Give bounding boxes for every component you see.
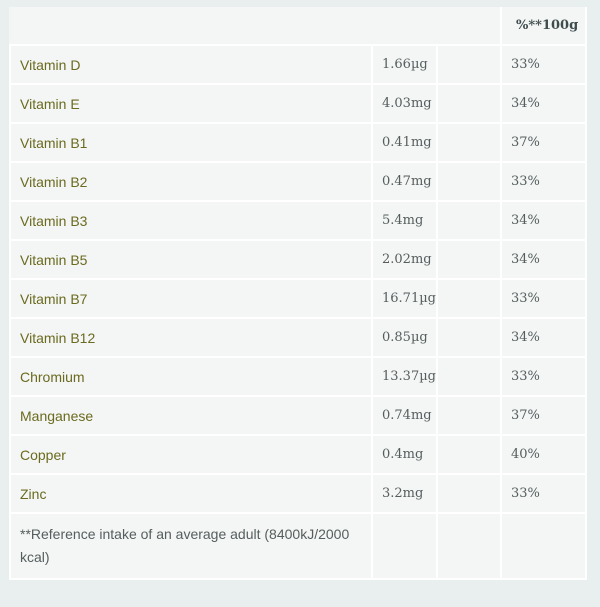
nutrient-pct: 33% [500,278,587,319]
blank-cell [436,395,502,436]
footnote-row: **Reference intake of an average adult (… [9,512,587,580]
blank-cell [436,44,502,85]
nutrient-pct: 33% [500,356,587,397]
nutrient-name: Chromium [9,356,373,397]
nutrient-amount: 0.41mg [371,122,438,163]
header-blank-cell [437,7,501,46]
blank-cell [500,512,587,580]
table-row: Vitamin B2 0.47mg 33% [9,161,587,202]
nutrient-name: Vitamin E [9,83,373,124]
nutrient-amount: 1.66µg [371,44,438,85]
nutrient-amount: 3.2mg [371,473,438,514]
nutrient-name: Copper [9,434,373,475]
table-row: Vitamin B3 5.4mg 34% [9,200,587,241]
blank-cell [436,239,502,280]
table-row: Vitamin B7 16.71µg 33% [9,278,587,319]
nutrient-name: Vitamin D [9,44,373,85]
nutrient-amount: 13.37µg [371,356,438,397]
table-row: Copper 0.4mg 40% [9,434,587,475]
table-row: Vitamin E 4.03mg 34% [9,83,587,124]
nutrient-name: Manganese [9,395,373,436]
nutrient-name: Vitamin B2 [9,161,373,202]
nutrient-name: Vitamin B12 [9,317,373,358]
blank-cell [436,512,502,580]
blank-cell [436,278,502,319]
blank-cell [436,356,502,397]
nutrient-pct: 33% [500,44,587,85]
blank-cell [436,434,502,475]
nutrient-pct: 33% [500,161,587,202]
nutrient-amount: 0.47mg [371,161,438,202]
nutrient-amount: 16.71µg [371,278,438,319]
nutrient-amount: 0.4mg [371,434,438,475]
blank-cell [436,161,502,202]
nutrient-name: Vitamin B7 [9,278,373,319]
blank-cell [436,317,502,358]
footnote-text: **Reference intake of an average adult (… [9,512,373,580]
nutrition-table: %**100g Vitamin D 1.66µg 33% Vitamin E 4… [9,7,587,580]
table-row: Zinc 3.2mg 33% [9,473,587,514]
nutrient-pct: 34% [500,239,587,280]
table-row: Manganese 0.74mg 37% [9,395,587,436]
table-row: Vitamin B1 0.41mg 37% [9,122,587,163]
table-row: Vitamin D 1.66µg 33% [9,44,587,85]
nutrient-name: Vitamin B1 [9,122,373,163]
nutrient-pct: 40% [500,434,587,475]
blank-cell [436,83,502,124]
nutrient-pct: 34% [500,83,587,124]
header-pct-per-100g: %**100g [500,7,587,46]
nutrient-amount: 0.85µg [371,317,438,358]
table-header-row: %**100g [10,7,587,46]
nutrient-amount: 4.03mg [371,83,438,124]
nutrient-name: Zinc [9,473,373,514]
blank-cell [371,512,438,580]
blank-cell [436,473,502,514]
nutrient-pct: 34% [500,200,587,241]
nutrient-pct: 34% [500,317,587,358]
table-row: Chromium 13.37µg 33% [9,356,587,397]
nutrient-name: Vitamin B3 [9,200,373,241]
table-row: Vitamin B5 2.02mg 34% [9,239,587,280]
table-row: Vitamin B12 0.85µg 34% [9,317,587,358]
nutrient-pct: 33% [500,473,587,514]
header-name-cell [10,7,372,46]
nutrient-pct: 37% [500,122,587,163]
nutrient-amount: 2.02mg [371,239,438,280]
nutrient-amount: 0.74mg [371,395,438,436]
nutrient-amount: 5.4mg [371,200,438,241]
nutrient-name: Vitamin B5 [9,239,373,280]
nutrient-pct: 37% [500,395,587,436]
header-amount-cell [372,7,437,46]
blank-cell [436,200,502,241]
blank-cell [436,122,502,163]
